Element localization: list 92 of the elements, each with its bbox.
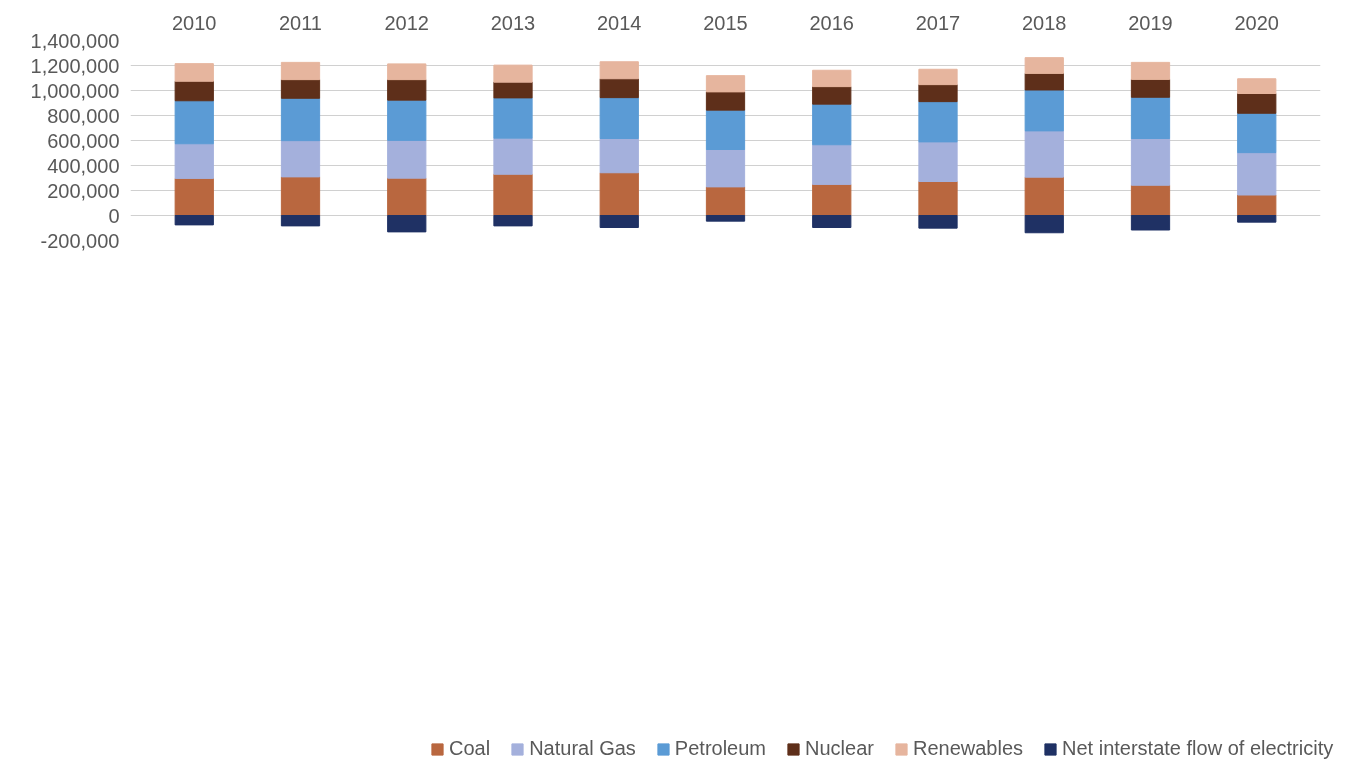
bar — [174, 215, 214, 226]
bar — [1130, 78, 1171, 98]
bar — [493, 64, 533, 83]
x-tick-label: 2019 — [1128, 11, 1173, 34]
bar — [705, 109, 746, 150]
y-tick-label: 1,400,000 — [30, 29, 120, 52]
bar — [1024, 57, 1064, 74]
bar — [493, 173, 533, 216]
bar — [174, 100, 214, 145]
bar — [1130, 96, 1171, 139]
bar — [599, 97, 639, 139]
bar — [387, 99, 427, 141]
bar — [599, 61, 639, 80]
bar — [174, 80, 214, 102]
bar — [280, 79, 321, 99]
y-tick-label: -200,000 — [40, 229, 120, 252]
bar — [493, 97, 533, 139]
bar — [918, 101, 958, 143]
bar — [1024, 215, 1064, 234]
bar — [1130, 215, 1171, 231]
bar — [1237, 93, 1277, 114]
bar — [1024, 176, 1064, 216]
bar — [705, 91, 746, 111]
x-tick-label: 2017 — [915, 11, 961, 34]
bar — [493, 215, 533, 227]
bar — [1130, 138, 1171, 186]
bar — [387, 79, 427, 101]
bar — [812, 103, 852, 146]
bar — [1237, 78, 1277, 94]
legend-label: Petroleum — [674, 737, 767, 760]
bar — [493, 137, 533, 175]
bar — [812, 69, 852, 88]
x-tick-label: 2020 — [1234, 11, 1279, 34]
x-tick-label: 2018 — [1022, 11, 1067, 34]
bar — [387, 63, 427, 81]
y-tick-label: 800,000 — [47, 104, 120, 127]
bar — [918, 68, 958, 86]
bar — [1237, 112, 1277, 154]
y-tick-label: 200,000 — [47, 179, 120, 202]
legend-label: Coal — [449, 737, 491, 760]
bar — [1237, 152, 1277, 196]
bar — [599, 138, 639, 174]
bar — [918, 181, 958, 216]
x-tick-label: 2012 — [384, 11, 429, 34]
bar — [1024, 130, 1064, 178]
bar — [1237, 194, 1277, 216]
bar — [280, 215, 321, 227]
bar — [812, 215, 852, 228]
bar — [1237, 215, 1277, 223]
bar — [918, 141, 958, 182]
bar — [705, 186, 746, 216]
legend-label: Nuclear — [805, 737, 874, 760]
bar — [387, 139, 427, 179]
bar — [174, 177, 214, 216]
x-tick-label: 2014 — [597, 11, 642, 34]
y-tick-label: 0 — [108, 204, 120, 227]
bar — [280, 61, 321, 81]
x-tick-label: 2013 — [490, 11, 536, 34]
x-tick-label: 2011 — [279, 11, 323, 34]
bar — [1024, 72, 1064, 91]
legend-label: Renewables — [912, 737, 1024, 760]
y-tick-label: 400,000 — [47, 154, 120, 177]
x-tick-label: 2010 — [172, 11, 217, 34]
y-tick-label: 1,200,000 — [30, 54, 120, 77]
bar — [387, 215, 427, 233]
y-tick-label: 600,000 — [47, 129, 120, 152]
legend-label: Natural Gas — [529, 737, 636, 760]
bar — [918, 215, 958, 229]
bar — [812, 183, 852, 216]
bar — [812, 144, 852, 185]
y-tick-label: 1,000,000 — [30, 79, 120, 102]
bar — [1130, 61, 1171, 80]
bar — [174, 143, 214, 179]
bar — [599, 215, 639, 228]
x-tick-label: 2016 — [809, 11, 854, 34]
bar — [1024, 89, 1064, 132]
bar — [280, 140, 321, 178]
bar — [705, 149, 746, 188]
legend-label: Net interstate flow of electricity — [1062, 737, 1334, 760]
bar — [599, 172, 639, 216]
bar — [705, 75, 746, 93]
x-tick-label: 2015 — [703, 11, 748, 34]
bar — [812, 86, 852, 105]
bar — [599, 78, 639, 99]
bar — [280, 97, 321, 142]
bar — [705, 215, 746, 222]
bar — [387, 177, 427, 216]
bar — [280, 176, 321, 216]
bar — [1130, 184, 1171, 216]
bar — [493, 81, 533, 99]
bar — [174, 63, 214, 82]
bar — [918, 84, 958, 103]
